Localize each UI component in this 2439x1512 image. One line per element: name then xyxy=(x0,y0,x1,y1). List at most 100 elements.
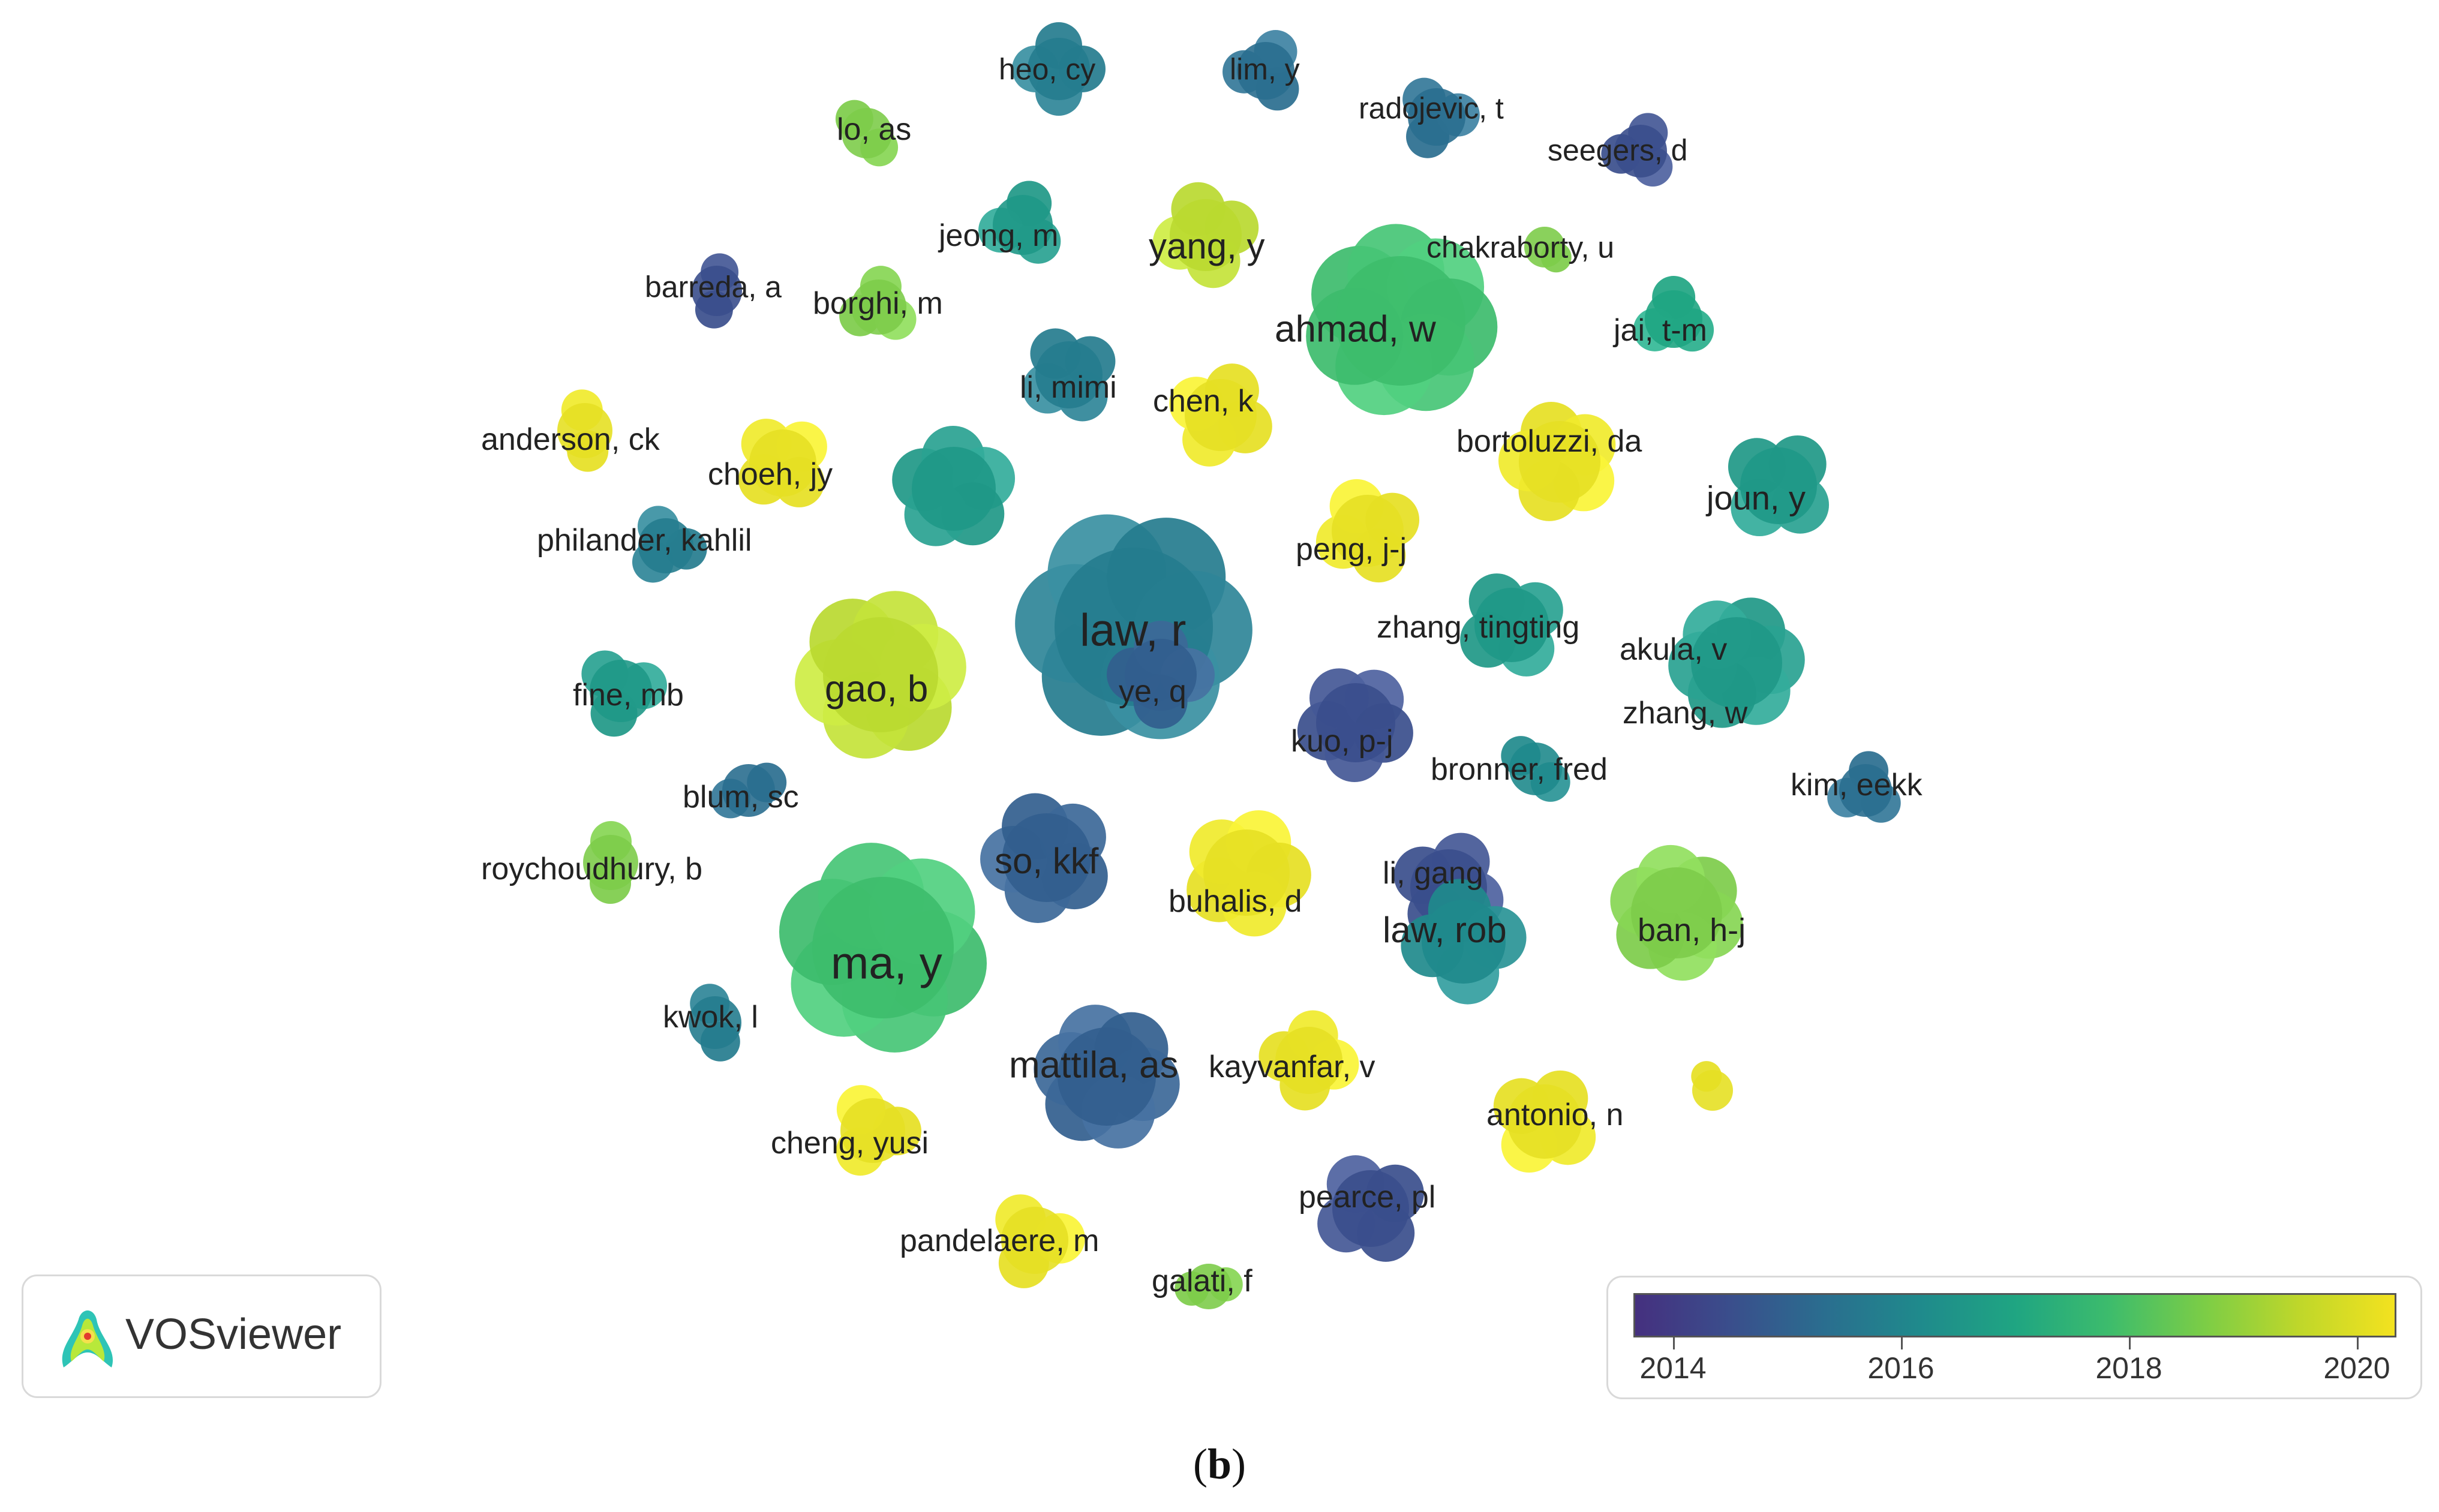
author-node[interactable] xyxy=(1401,879,1527,1005)
node-core xyxy=(840,1098,905,1163)
tick-mark xyxy=(1673,1337,1675,1349)
author-node[interactable] xyxy=(995,1194,1085,1288)
author-node[interactable] xyxy=(1501,736,1570,802)
node-core xyxy=(1316,683,1395,762)
vosviewer-badge: VOSviewer xyxy=(22,1274,382,1398)
author-node[interactable] xyxy=(689,984,741,1062)
author-label: buhalis, d xyxy=(1169,884,1302,919)
author-label: fine, mb xyxy=(573,678,684,713)
author-node[interactable] xyxy=(1493,1070,1596,1173)
author-node[interactable] xyxy=(779,843,987,1053)
author-node[interactable] xyxy=(1297,668,1413,782)
node-core xyxy=(692,266,742,316)
author-node[interactable] xyxy=(1601,113,1673,187)
node-core xyxy=(912,447,996,531)
author-node[interactable] xyxy=(1222,30,1299,111)
tick-label-2018: 2018 xyxy=(2095,1351,2162,1385)
author-label: radojevic, t xyxy=(1359,92,1504,125)
author-node[interactable] xyxy=(978,181,1061,264)
author-node[interactable] xyxy=(1460,573,1563,677)
author-node[interactable] xyxy=(1402,77,1480,158)
caption-open: ( xyxy=(1193,1440,1208,1488)
node-core xyxy=(689,996,741,1049)
author-node[interactable] xyxy=(980,793,1108,923)
author-label: li, mimi xyxy=(1020,370,1117,405)
author-node[interactable] xyxy=(583,821,638,904)
node-core xyxy=(590,660,652,722)
author-label: bronner, fred xyxy=(1431,752,1608,787)
author-node[interactable] xyxy=(692,253,742,329)
author-node[interactable] xyxy=(1610,844,1743,981)
node-core xyxy=(1028,38,1090,100)
node-core xyxy=(1839,764,1892,817)
author-label: ma, y xyxy=(831,938,942,989)
node-core xyxy=(583,835,638,890)
tick-label-2020: 2020 xyxy=(2323,1351,2390,1385)
author-node[interactable] xyxy=(1187,810,1311,937)
author-label: law, rob xyxy=(1383,910,1507,950)
author-node[interactable] xyxy=(557,389,612,472)
author-node[interactable] xyxy=(1668,597,1805,728)
author-node[interactable] xyxy=(1022,328,1116,422)
author-node[interactable] xyxy=(1524,227,1572,273)
node-core xyxy=(1645,290,1702,348)
author-label: bortoluzzi, da xyxy=(1456,424,1642,459)
node-core xyxy=(1237,42,1294,100)
node-core xyxy=(1125,639,1197,711)
author-node[interactable] xyxy=(738,419,827,507)
author-node[interactable] xyxy=(839,266,917,340)
author-node[interactable] xyxy=(1315,479,1420,583)
node-core xyxy=(1691,617,1782,708)
author-label: li, gang xyxy=(1383,856,1483,891)
author-node[interactable] xyxy=(1691,1061,1733,1111)
author-node[interactable] xyxy=(1633,276,1714,352)
node-core xyxy=(1509,743,1562,795)
author-label: chen, k xyxy=(1153,384,1254,419)
node-core xyxy=(749,429,816,497)
author-label: barreda, a xyxy=(645,270,782,304)
author-label: law, r xyxy=(1080,605,1186,656)
author-node[interactable] xyxy=(1175,1264,1243,1309)
author-node[interactable] xyxy=(795,591,966,759)
node-core xyxy=(1336,256,1465,386)
node-core xyxy=(1185,379,1257,451)
author-node[interactable] xyxy=(1107,621,1215,729)
author-label: lim, y xyxy=(1230,53,1300,86)
node-core xyxy=(1332,1170,1409,1247)
tick-label-2014: 2014 xyxy=(1639,1351,1707,1385)
author-node[interactable] xyxy=(632,506,707,583)
author-node[interactable] xyxy=(1827,751,1901,823)
author-node[interactable] xyxy=(1012,22,1106,116)
author-label: so, kkf xyxy=(995,841,1099,881)
author-node[interactable] xyxy=(1258,1010,1359,1111)
author-label: borghi, m xyxy=(813,286,943,321)
color-legend: 2014 2016 2018 2020 xyxy=(1606,1276,2422,1399)
author-label: antonio, n xyxy=(1486,1098,1623,1132)
author-node[interactable] xyxy=(1152,182,1259,288)
author-node[interactable] xyxy=(1306,224,1498,416)
author-node[interactable] xyxy=(1169,363,1272,467)
node-core xyxy=(1631,867,1722,958)
author-node[interactable] xyxy=(581,650,667,737)
node-core xyxy=(1422,900,1506,984)
author-label: galati, f xyxy=(1152,1264,1252,1298)
node-core xyxy=(842,108,892,158)
author-node[interactable] xyxy=(835,100,899,167)
author-label: gao, b xyxy=(825,669,928,710)
tick-label-2016: 2016 xyxy=(1867,1351,1935,1385)
author-node[interactable] xyxy=(836,1085,921,1176)
author-node[interactable] xyxy=(1498,401,1616,521)
author-node[interactable] xyxy=(710,762,787,819)
node-core xyxy=(823,617,938,732)
author-node[interactable] xyxy=(1317,1155,1424,1262)
node-core xyxy=(1170,199,1242,271)
author-label: roychoudhury, b xyxy=(481,852,702,886)
node-core xyxy=(557,403,612,458)
author-node[interactable] xyxy=(892,426,1016,546)
node-core xyxy=(1408,88,1465,146)
node-core xyxy=(1740,447,1817,524)
author-node[interactable] xyxy=(1728,435,1830,537)
author-node[interactable] xyxy=(1034,1005,1180,1149)
